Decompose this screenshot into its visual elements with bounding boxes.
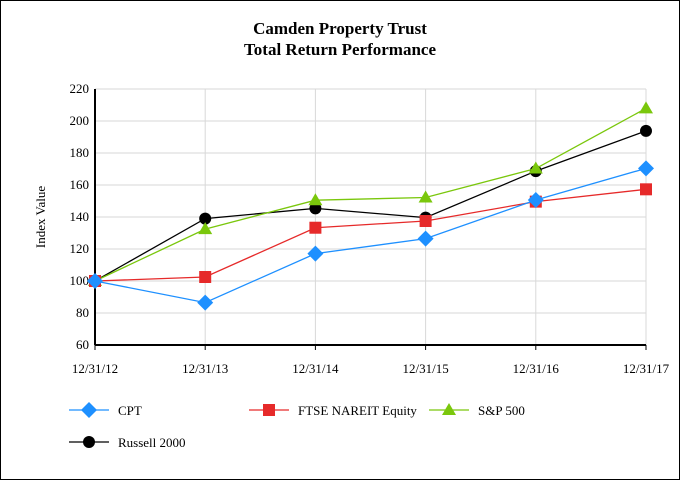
data-point <box>307 245 324 262</box>
data-point <box>527 192 544 209</box>
series-line <box>94 188 647 282</box>
data-point <box>309 221 322 234</box>
y-tick-label: 180 <box>70 145 90 160</box>
data-point <box>417 230 434 247</box>
chart-title: Camden Property Trust <box>253 19 427 38</box>
y-tick-label: 220 <box>70 81 90 96</box>
legend-marker <box>263 404 275 416</box>
y-tick-label: 80 <box>76 305 89 320</box>
y-tick-label: 140 <box>70 209 90 224</box>
y-tick-label: 100 <box>70 273 90 288</box>
data-point <box>418 190 433 203</box>
data-point <box>528 161 543 174</box>
x-tick-label: 12/31/17 <box>623 361 670 376</box>
x-tick-label: 12/31/16 <box>513 361 560 376</box>
data-point <box>199 212 212 225</box>
x-tick-label: 12/31/12 <box>72 361 118 376</box>
data-point <box>640 183 652 196</box>
data-point <box>639 101 653 114</box>
legend-label: Russell 2000 <box>118 435 186 450</box>
data-point <box>198 222 213 235</box>
series-line <box>94 167 647 304</box>
data-point <box>308 193 323 206</box>
series-russell-2000 <box>89 124 652 287</box>
legend-label: CPT <box>118 403 142 418</box>
y-tick-label: 60 <box>76 337 89 352</box>
data-point <box>419 215 432 227</box>
chart-subtitle: Total Return Performance <box>244 40 436 59</box>
series-line <box>94 107 647 282</box>
y-tick-label: 160 <box>70 177 90 192</box>
data-point <box>638 160 654 177</box>
y-tick-label: 120 <box>70 241 90 256</box>
legend-label: S&P 500 <box>478 403 525 418</box>
y-tick-label: 200 <box>70 113 90 128</box>
series-cpt <box>87 160 654 311</box>
data-point <box>197 294 214 311</box>
data-point <box>640 124 652 137</box>
legend-label: FTSE NAREIT Equity <box>298 403 417 418</box>
series-line <box>94 130 647 282</box>
x-tick-label: 12/31/14 <box>292 361 339 376</box>
x-tick-label: 12/31/13 <box>182 361 228 376</box>
x-tick-label: 12/31/15 <box>402 361 448 376</box>
data-point <box>87 273 103 289</box>
data-point <box>309 202 322 215</box>
legend-marker <box>442 403 456 415</box>
series-s-p-500 <box>88 101 653 286</box>
legend-marker <box>83 436 95 448</box>
legend-marker <box>81 402 97 418</box>
data-point <box>199 271 212 283</box>
y-axis-label: Index Value <box>33 186 48 248</box>
